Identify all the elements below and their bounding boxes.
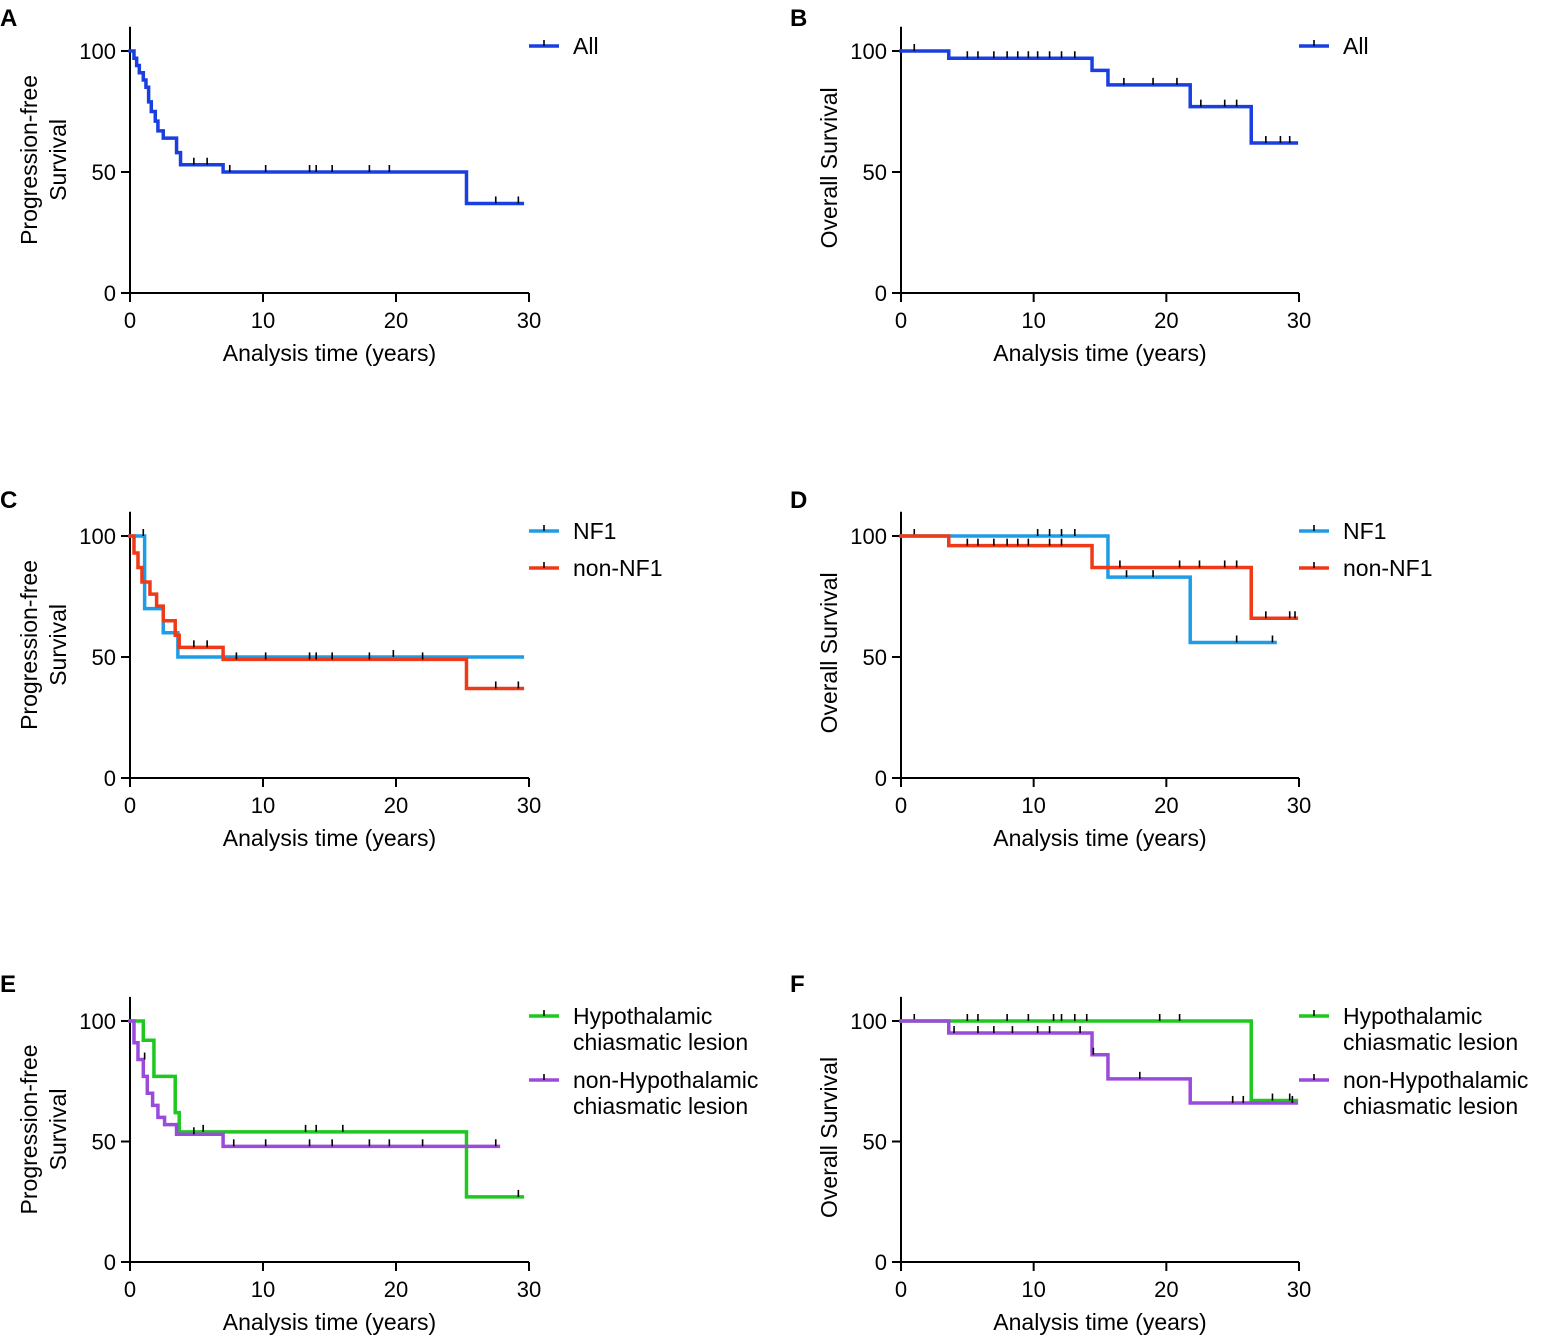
x-tick-label: 10 xyxy=(251,793,275,818)
y-axis-title: Progression-free xyxy=(16,560,42,730)
x-axis-title: Analysis time (years) xyxy=(223,340,436,366)
x-tick-label: 10 xyxy=(251,308,275,333)
km-curve xyxy=(128,1019,525,1199)
panel-letter: A xyxy=(0,5,17,32)
legend-label: non-NF1 xyxy=(573,555,662,581)
x-tick-label: 30 xyxy=(517,308,541,333)
x-tick-label: 0 xyxy=(895,308,907,333)
y-axis-title: Progression-free xyxy=(16,1044,42,1214)
legend-label: chiasmatic lesion xyxy=(573,1093,748,1119)
y-tick-label: 50 xyxy=(92,1130,116,1155)
legend-label: non-NF1 xyxy=(1343,555,1432,581)
km-curve xyxy=(128,1019,501,1149)
y-tick-label: 100 xyxy=(850,39,887,64)
km-curve xyxy=(128,534,525,691)
legend-label: All xyxy=(573,33,599,59)
x-tick-label: 10 xyxy=(251,1277,275,1302)
x-tick-label: 30 xyxy=(517,1277,541,1302)
x-axis-title: Analysis time (years) xyxy=(223,1309,436,1335)
x-tick-label: 0 xyxy=(124,793,136,818)
y-tick-label: 0 xyxy=(104,766,116,791)
km-curve xyxy=(128,534,525,659)
x-tick-label: 30 xyxy=(1287,1277,1311,1302)
legend-label: NF1 xyxy=(1343,518,1386,544)
y-tick-label: 100 xyxy=(850,524,887,549)
km-curve xyxy=(128,49,525,206)
y-tick-label: 100 xyxy=(850,1009,887,1034)
y-axis-title: Overall Survival xyxy=(816,572,842,733)
y-axis-title: Overall Survival xyxy=(816,87,842,248)
km-curve xyxy=(899,534,1277,645)
x-tick-label: 0 xyxy=(895,1277,907,1302)
legend-label: Hypothalamic xyxy=(573,1003,712,1029)
panel-letter: D xyxy=(790,487,807,514)
panel-letter: C xyxy=(0,487,17,514)
panel-letter: E xyxy=(0,971,16,998)
legend-label: Hypothalamic xyxy=(1343,1003,1482,1029)
panel-c: C 0 10 20 30 0 50 100 Analysis time (years) Prog… xyxy=(0,487,662,851)
y-axis-title: Survival xyxy=(45,1089,71,1171)
panel-a: A 0 10 20 30 0 50 100 Analysis time (years) Prog… xyxy=(0,5,599,366)
x-tick-label: 10 xyxy=(1021,308,1045,333)
x-tick-label: 10 xyxy=(1021,793,1045,818)
y-tick-label: 0 xyxy=(104,281,116,306)
km-curve xyxy=(899,49,1299,145)
x-axis-title: Analysis time (years) xyxy=(223,825,436,851)
y-axis-title: Overall Survival xyxy=(816,1057,842,1218)
legend-label: non-Hypothalamic xyxy=(1343,1067,1528,1093)
x-tick-label: 20 xyxy=(384,793,408,818)
y-tick-label: 100 xyxy=(79,524,116,549)
x-axis-title: Analysis time (years) xyxy=(993,825,1206,851)
y-tick-label: 50 xyxy=(863,645,887,670)
legend-label: chiasmatic lesion xyxy=(1343,1093,1518,1119)
y-tick-label: 50 xyxy=(863,1130,887,1155)
y-tick-label: 50 xyxy=(92,160,116,185)
y-axis-title: Survival xyxy=(45,604,71,686)
x-tick-label: 20 xyxy=(1154,308,1178,333)
legend-label: chiasmatic lesion xyxy=(573,1029,748,1055)
x-tick-label: 30 xyxy=(1287,308,1311,333)
x-tick-label: 30 xyxy=(517,793,541,818)
x-tick-label: 0 xyxy=(895,793,907,818)
legend-label: NF1 xyxy=(573,518,616,544)
y-tick-label: 0 xyxy=(875,281,887,306)
y-tick-label: 100 xyxy=(79,39,116,64)
y-tick-label: 0 xyxy=(104,1250,116,1275)
y-axis-title: Progression-free xyxy=(16,75,42,245)
x-tick-label: 10 xyxy=(1021,1277,1045,1302)
legend-label: non-Hypothalamic xyxy=(573,1067,758,1093)
legend-label: chiasmatic lesion xyxy=(1343,1029,1518,1055)
km-curve xyxy=(899,534,1299,621)
x-tick-label: 20 xyxy=(1154,793,1178,818)
y-tick-label: 50 xyxy=(863,160,887,185)
legend-label: All xyxy=(1343,33,1369,59)
x-tick-label: 0 xyxy=(124,1277,136,1302)
x-tick-label: 0 xyxy=(124,308,136,333)
y-tick-label: 0 xyxy=(875,1250,887,1275)
y-tick-label: 100 xyxy=(79,1009,116,1034)
x-tick-label: 20 xyxy=(1154,1277,1178,1302)
y-tick-label: 0 xyxy=(875,766,887,791)
x-tick-label: 20 xyxy=(384,1277,408,1302)
panel-letter: B xyxy=(790,5,807,32)
y-tick-label: 50 xyxy=(92,645,116,670)
panel-e: E 0 10 20 30 0 50 100 Analysis time (years) Prog… xyxy=(0,971,758,1335)
panel-f: F 0 10 20 30 0 50 100 Analysis time (years) Over… xyxy=(790,971,1528,1335)
x-axis-title: Analysis time (years) xyxy=(993,1309,1206,1335)
panel-letter: F xyxy=(790,971,805,998)
km-curve xyxy=(899,1019,1299,1103)
panel-d: D 0 10 20 30 0 50 100 Analysis time (years) Over… xyxy=(790,487,1432,851)
km-curve xyxy=(899,1019,1299,1105)
x-tick-label: 20 xyxy=(384,308,408,333)
panel-b: B 0 10 20 30 0 50 100 Analysis time (years) Over… xyxy=(790,5,1369,366)
y-axis-title: Survival xyxy=(45,119,71,201)
x-axis-title: Analysis time (years) xyxy=(993,340,1206,366)
x-tick-label: 30 xyxy=(1287,793,1311,818)
